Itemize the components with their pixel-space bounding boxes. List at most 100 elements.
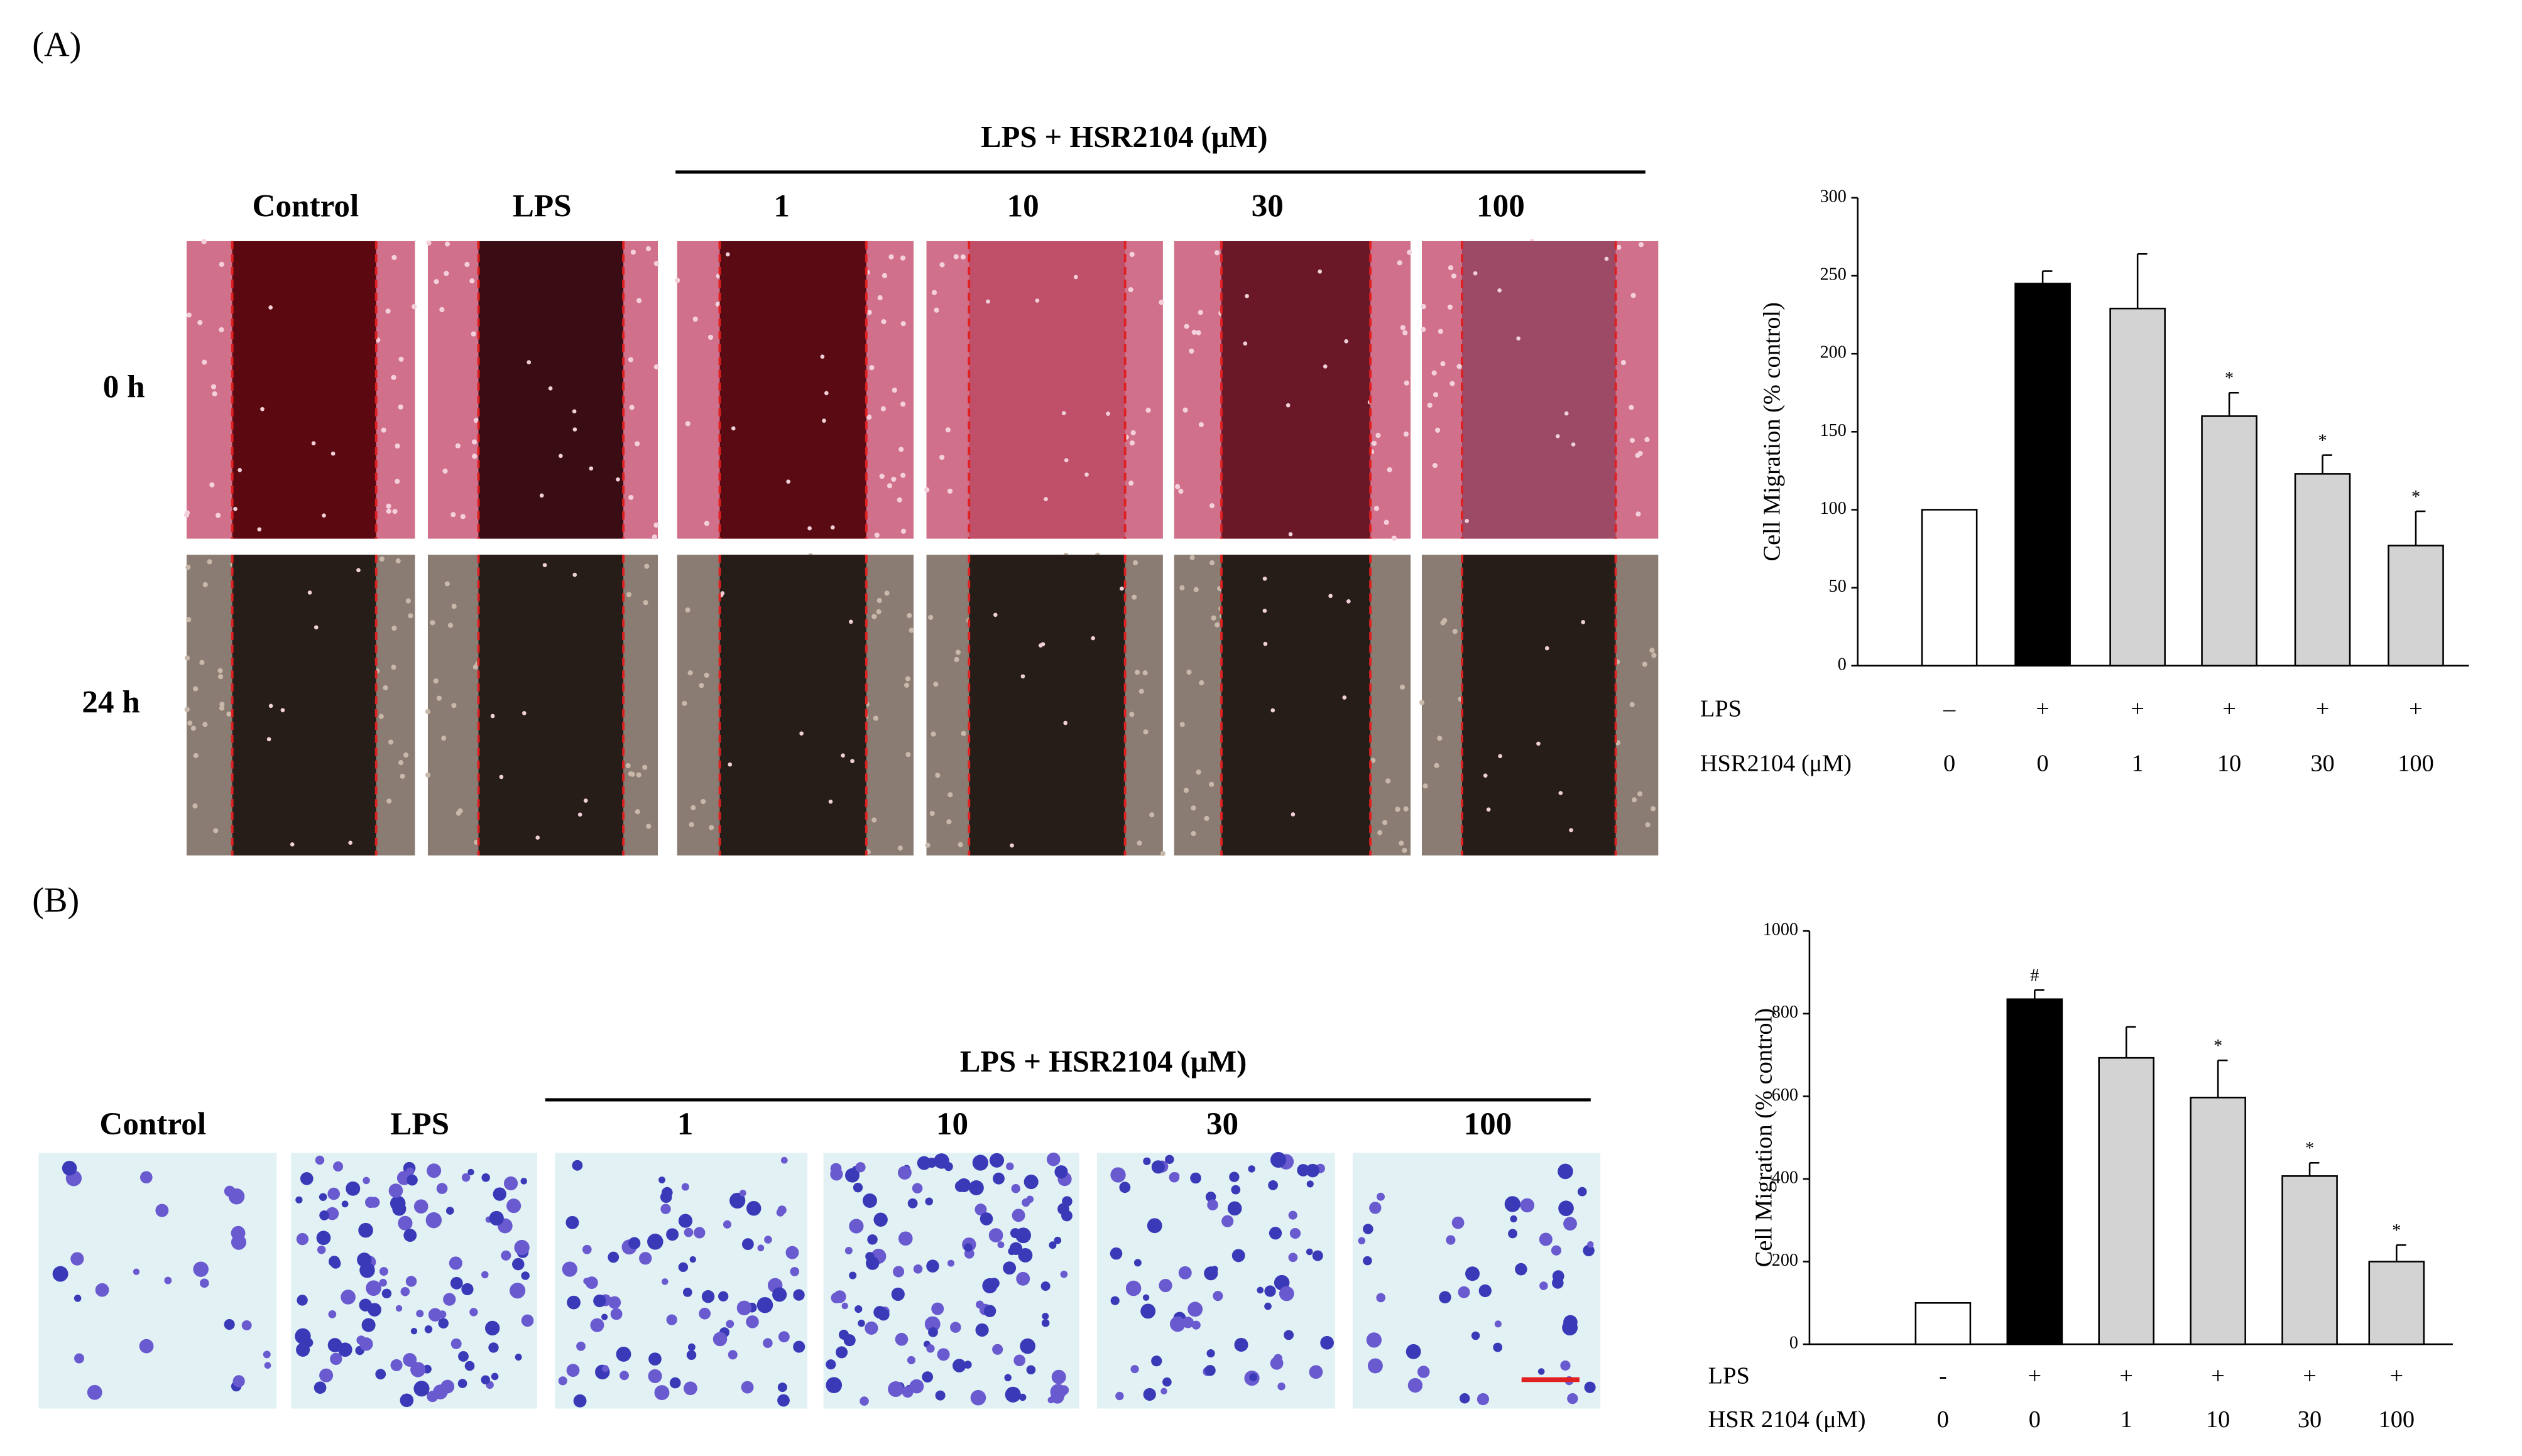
cell	[400, 773, 405, 779]
cell	[539, 493, 544, 498]
cell	[1403, 806, 1409, 812]
cell	[907, 1355, 916, 1364]
cell	[947, 488, 953, 494]
cell	[62, 1161, 77, 1176]
cell	[892, 388, 897, 393]
cell	[436, 1183, 448, 1194]
cell	[1367, 1358, 1383, 1374]
cell	[521, 1314, 534, 1327]
cell	[489, 1210, 504, 1226]
cell	[412, 304, 417, 310]
column-label: LPS	[513, 188, 572, 224]
cell	[945, 427, 951, 433]
column-label: LPS	[390, 1106, 449, 1142]
cell	[931, 1302, 944, 1315]
wound-gap	[1221, 555, 1371, 856]
cell	[1175, 484, 1181, 489]
x-table-entry: +	[2119, 1363, 2133, 1389]
cell	[1040, 642, 1045, 646]
cell	[628, 494, 634, 501]
x-table-entry: +	[2222, 695, 2236, 722]
y-tick-label: 200	[1772, 1251, 1798, 1270]
cell	[201, 239, 207, 244]
cell	[1209, 560, 1215, 566]
cell	[232, 1375, 245, 1388]
x-table-entry: 0	[1937, 1406, 1949, 1433]
cell	[848, 619, 853, 624]
cell	[300, 1172, 314, 1185]
cell	[1084, 472, 1089, 477]
cell	[1110, 1296, 1120, 1305]
cell	[210, 384, 217, 389]
cell	[895, 1332, 909, 1346]
cell	[830, 525, 835, 530]
cell	[535, 835, 540, 840]
cell	[1516, 336, 1520, 341]
cell	[946, 819, 952, 825]
cell	[319, 1210, 330, 1220]
cell	[330, 1352, 342, 1366]
cell	[955, 649, 961, 655]
cell	[1211, 615, 1216, 621]
bar	[2294, 473, 2351, 667]
cell	[675, 278, 680, 283]
cell	[280, 708, 285, 712]
cell	[224, 1319, 235, 1330]
cell	[1191, 805, 1196, 811]
cell	[986, 299, 990, 304]
cell	[356, 568, 361, 573]
cell	[793, 1289, 805, 1301]
cell	[871, 614, 877, 619]
cell	[691, 805, 696, 810]
cell	[1132, 560, 1138, 566]
column-label: Control	[99, 1106, 206, 1142]
cell	[850, 759, 854, 763]
cell	[1054, 1165, 1068, 1179]
x-table-label: HSR 2104 (μM)	[1708, 1406, 1866, 1433]
cell	[193, 752, 199, 759]
cell	[1264, 1302, 1272, 1310]
cell	[1129, 440, 1135, 446]
cell	[865, 1321, 878, 1335]
cell	[701, 1290, 715, 1303]
x-table-label: HSR2104 (μM)	[1700, 750, 1852, 776]
cell	[879, 474, 885, 479]
cell	[947, 1259, 955, 1267]
cell	[666, 1228, 679, 1241]
cell	[1061, 411, 1066, 416]
cell	[499, 774, 504, 780]
cell	[327, 1187, 341, 1200]
cell	[1151, 1355, 1162, 1367]
cell	[1318, 269, 1323, 274]
cell	[427, 1163, 442, 1178]
cell	[1004, 1374, 1012, 1382]
cell	[931, 290, 937, 295]
cell	[558, 1376, 567, 1386]
cell	[193, 1261, 209, 1277]
cell	[219, 705, 225, 711]
cell	[629, 405, 635, 410]
bar	[2006, 998, 2063, 1345]
cell	[826, 1377, 843, 1393]
cell	[1128, 481, 1134, 486]
cell	[1110, 1247, 1123, 1260]
cell	[1147, 1218, 1162, 1234]
cell	[1581, 620, 1586, 624]
cell	[207, 559, 212, 565]
cell	[1138, 688, 1144, 694]
cell	[410, 1327, 418, 1335]
cell	[1183, 788, 1189, 793]
x-table-entry: –	[1943, 695, 1956, 722]
cell	[241, 1320, 252, 1330]
cell	[689, 822, 694, 827]
cell	[935, 773, 941, 778]
cell	[601, 1313, 608, 1320]
cell	[1268, 1180, 1278, 1190]
cell	[1583, 1244, 1595, 1257]
cell	[1558, 1163, 1573, 1180]
cell	[1421, 303, 1426, 310]
cell	[1289, 1227, 1301, 1239]
significance-label: *	[2411, 487, 2420, 507]
cell	[1451, 1216, 1465, 1229]
cell	[185, 655, 190, 661]
